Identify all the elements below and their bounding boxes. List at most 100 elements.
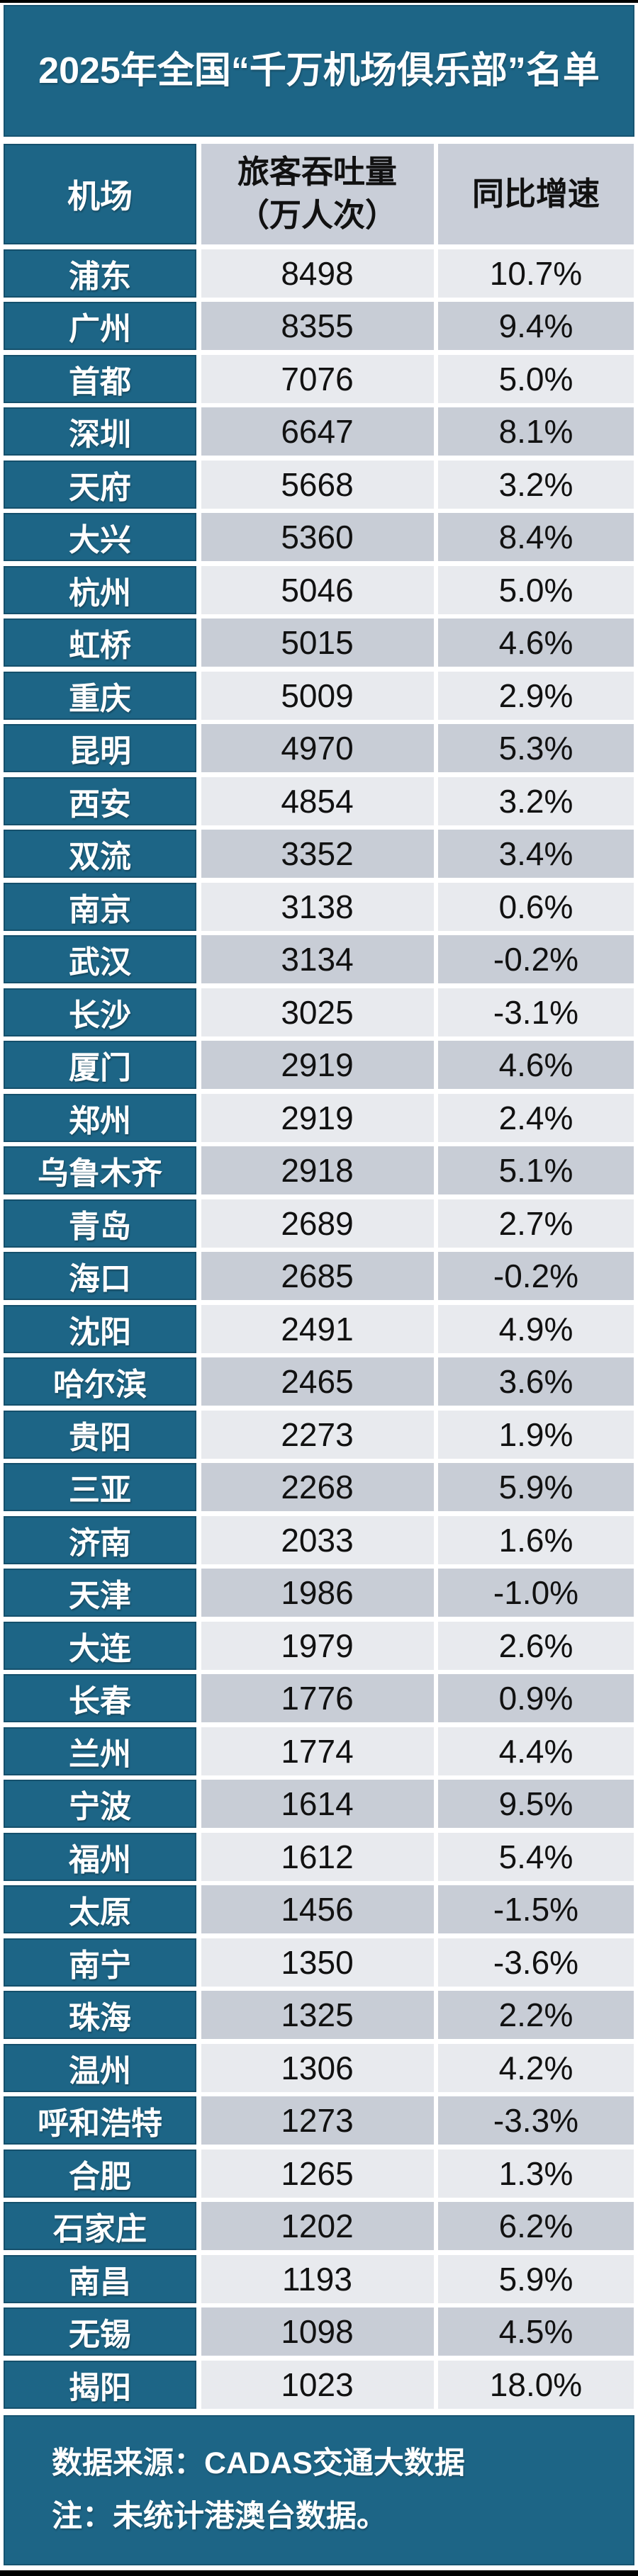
throughput-cell: 1456 [201, 1885, 434, 1933]
airport-cell: 哈尔滨 [4, 1357, 196, 1406]
airport-cell: 深圳 [4, 407, 196, 456]
growth-cell: 2.7% [438, 1199, 634, 1248]
throughput-cell: 2919 [201, 1041, 434, 1089]
airport-cell: 石家庄 [4, 2202, 196, 2250]
throughput-cell: 3352 [201, 830, 434, 878]
airport-cell: 南京 [4, 882, 196, 931]
throughput-cell: 8498 [201, 249, 434, 298]
throughput-cell: 5360 [201, 513, 434, 561]
growth-cell: 5.9% [438, 1463, 634, 1511]
throughput-cell: 3025 [201, 988, 434, 1036]
throughput-cell: 1202 [201, 2202, 434, 2250]
airport-cell: 青岛 [4, 1199, 196, 1248]
throughput-cell: 1325 [201, 1991, 434, 2039]
growth-cell: 3.2% [438, 460, 634, 509]
growth-cell: 10.7% [438, 249, 634, 298]
airport-cell: 南昌 [4, 2254, 196, 2303]
airport-cell: 广州 [4, 302, 196, 350]
airport-cell: 乌鲁木齐 [4, 1146, 196, 1194]
growth-cell: 8.4% [438, 513, 634, 561]
airport-cell: 西安 [4, 776, 196, 825]
airport-cell: 太原 [4, 1885, 196, 1933]
header-cell-throughput: 旅客吞吐量 （万人次） [201, 144, 434, 244]
note-line: 注：未统计港澳台数据。 [52, 2499, 387, 2533]
throughput-cell: 1265 [201, 2149, 434, 2198]
top-border [0, 0, 638, 3]
growth-cell: 3.6% [438, 1357, 634, 1406]
footer-note: 数据来源：CADAS交通大数据 注：未统计港澳台数据。 [4, 2415, 634, 2565]
airport-cell: 浦东 [4, 249, 196, 298]
throughput-cell: 1612 [201, 1832, 434, 1881]
growth-cell: 6.2% [438, 2202, 634, 2250]
throughput-cell: 5046 [201, 565, 434, 614]
page-title: 2025年全国“千万机场俱乐部”名单 [38, 50, 600, 91]
growth-cell: 9.5% [438, 1780, 634, 1828]
growth-cell: 2.2% [438, 1991, 634, 2039]
airport-cell: 呼和浩特 [4, 2096, 196, 2145]
throughput-cell: 2491 [201, 1304, 434, 1353]
airport-cell: 沈阳 [4, 1304, 196, 1353]
growth-cell: 4.5% [438, 2307, 634, 2356]
growth-cell: 3.2% [438, 776, 634, 825]
airport-cell: 兰州 [4, 1727, 196, 1775]
airport-cell: 珠海 [4, 1991, 196, 2039]
throughput-cell: 2273 [201, 1410, 434, 1459]
throughput-cell: 1306 [201, 2043, 434, 2092]
growth-cell: 0.6% [438, 882, 634, 931]
throughput-cell: 3134 [201, 935, 434, 983]
airport-cell: 大兴 [4, 513, 196, 561]
growth-cell: 2.4% [438, 1093, 634, 1142]
airport-cell: 杭州 [4, 565, 196, 614]
growth-cell: 3.4% [438, 830, 634, 878]
source-line: 数据来源：CADAS交通大数据 [52, 2446, 465, 2480]
airport-cell: 济南 [4, 1515, 196, 1564]
growth-cell: 0.9% [438, 1674, 634, 1722]
throughput-cell: 1614 [201, 1780, 434, 1828]
growth-cell: 1.6% [438, 1515, 634, 1564]
airport-cell: 福州 [4, 1832, 196, 1881]
throughput-cell: 3138 [201, 882, 434, 931]
growth-cell: -0.2% [438, 935, 634, 983]
throughput-cell: 2033 [201, 1515, 434, 1564]
bottom-border [0, 2570, 638, 2576]
airport-cell: 双流 [4, 830, 196, 878]
throughput-cell: 2919 [201, 1093, 434, 1142]
growth-cell: 4.4% [438, 1727, 634, 1775]
growth-cell: -1.5% [438, 1885, 634, 1933]
growth-cell: 5.0% [438, 354, 634, 403]
airport-cell: 贵阳 [4, 1410, 196, 1459]
throughput-cell: 2689 [201, 1199, 434, 1248]
growth-cell: 5.9% [438, 2254, 634, 2303]
growth-cell: 2.9% [438, 671, 634, 720]
airport-cell: 厦门 [4, 1041, 196, 1089]
header-throughput-line1: 旅客吞吐量 [237, 154, 397, 191]
throughput-cell: 4970 [201, 724, 434, 772]
airport-cell: 郑州 [4, 1093, 196, 1142]
growth-cell: -3.6% [438, 1938, 634, 1987]
throughput-cell: 1350 [201, 1938, 434, 1987]
growth-cell: 1.3% [438, 2149, 634, 2198]
airport-cell: 海口 [4, 1252, 196, 1300]
throughput-cell: 1098 [201, 2307, 434, 2356]
airport-cell: 重庆 [4, 671, 196, 720]
airport-cell: 天津 [4, 1569, 196, 1617]
header-cell-airport: 机场 [4, 144, 196, 244]
growth-cell: -3.1% [438, 988, 634, 1036]
airport-cell: 合肥 [4, 2149, 196, 2198]
growth-cell: 4.9% [438, 1304, 634, 1353]
growth-cell: -1.0% [438, 1569, 634, 1617]
throughput-cell: 2465 [201, 1357, 434, 1406]
throughput-cell: 2268 [201, 1463, 434, 1511]
airport-cell: 虹桥 [4, 618, 196, 667]
growth-cell: 5.4% [438, 1832, 634, 1881]
growth-cell: 5.1% [438, 1146, 634, 1194]
airport-cell: 温州 [4, 2043, 196, 2092]
growth-cell: 5.0% [438, 565, 634, 614]
airport-cell: 大连 [4, 1621, 196, 1670]
growth-cell: 5.3% [438, 724, 634, 772]
airports-table: 机场 旅客吞吐量 （万人次） 同比增速 浦东 8498 10.7% 广州 8355 9.4… [4, 144, 634, 2409]
throughput-cell: 4854 [201, 776, 434, 825]
airport-cell: 南宁 [4, 1938, 196, 1987]
throughput-cell: 1193 [201, 2254, 434, 2303]
